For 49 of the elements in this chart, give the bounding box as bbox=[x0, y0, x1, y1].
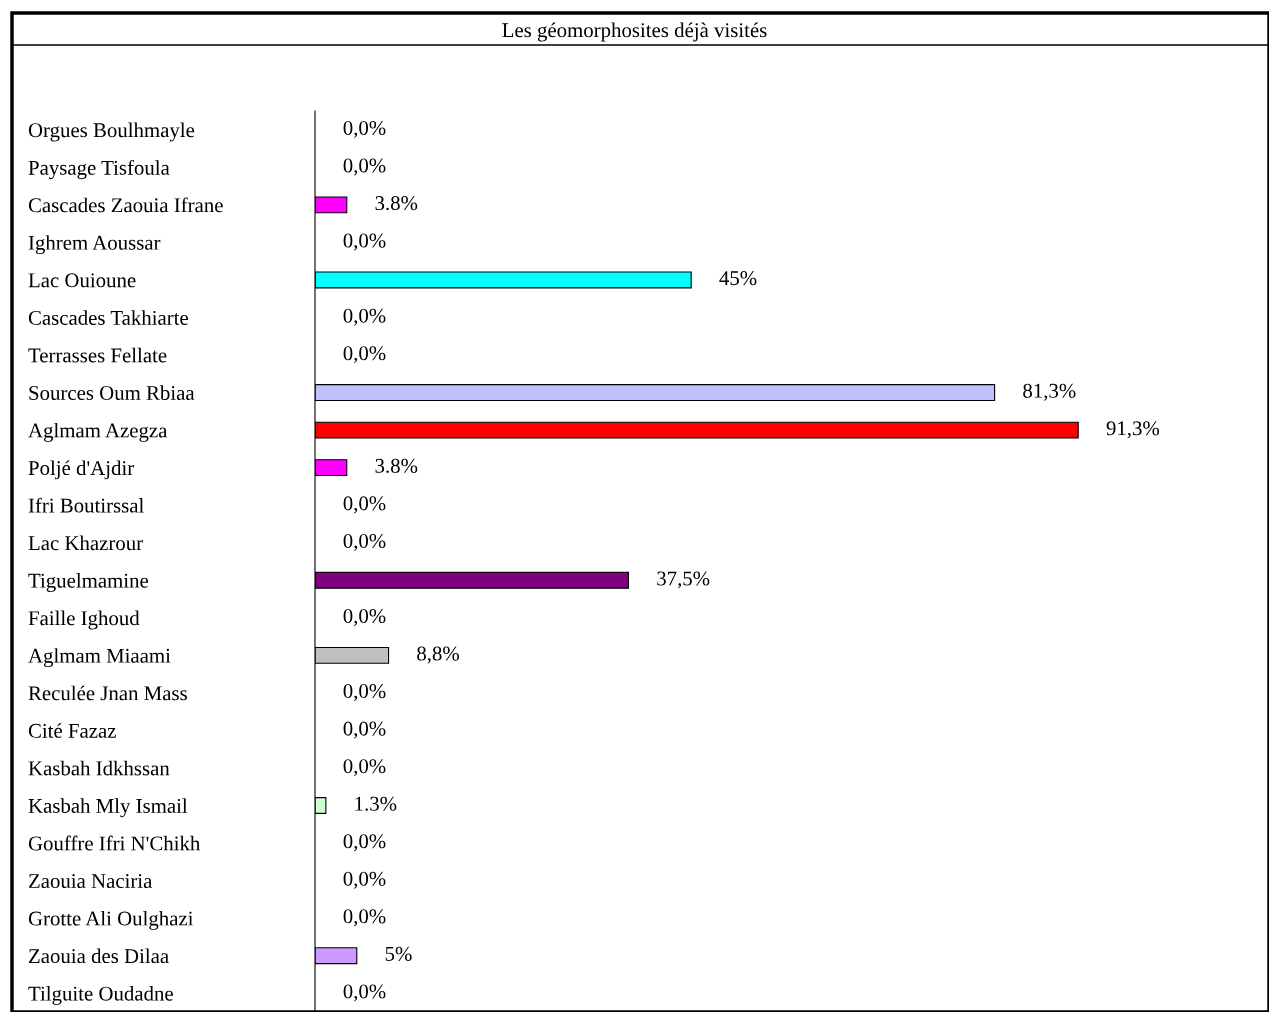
data-label: 0,0% bbox=[343, 871, 386, 889]
y-tick-label: Gouffre Ifri N'Chikh bbox=[28, 835, 201, 851]
data-label: 0,0% bbox=[343, 120, 386, 138]
y-tick-label: Sources Oum Rbiaa bbox=[29, 385, 195, 400]
chart-title: Les géomorphosites déjà visités bbox=[502, 22, 767, 42]
data-label: 5% bbox=[385, 946, 412, 961]
y-tick-label: Cascades Takhiarte bbox=[28, 310, 188, 325]
data-label: 0,0% bbox=[343, 233, 386, 251]
y-tick-label: Cité Fazaz bbox=[28, 723, 116, 738]
data-label: 1.3% bbox=[355, 796, 397, 811]
data-label: 3.8% bbox=[375, 196, 418, 211]
y-tick-label: Grotte Ali Oulghazi bbox=[28, 910, 194, 930]
y-tick-label: Lac Ouioune bbox=[28, 273, 136, 288]
data-label: 0,0% bbox=[343, 308, 386, 326]
y-tick-label: Orgues Boulhmayle bbox=[28, 122, 195, 142]
data-label: 0,0% bbox=[343, 158, 386, 176]
y-tick-label: Paysage Tisfoula bbox=[28, 159, 170, 180]
y-tick-label: Poljé d'Ajdir bbox=[28, 460, 134, 480]
data-label: 0,0% bbox=[343, 684, 386, 702]
y-tick-label: Aglmam Miaami bbox=[28, 648, 171, 668]
data-label: 8,8% bbox=[417, 646, 460, 664]
data-label: 0,0% bbox=[343, 608, 386, 627]
data-label: 81,3% bbox=[1023, 383, 1076, 401]
data-label: 0,0% bbox=[343, 533, 386, 551]
y-tick-label: Tilguite Oudadne bbox=[28, 986, 173, 1005]
y-tick-label: Cascades Zaouia Ifrane bbox=[28, 197, 223, 213]
data-label: 37,5% bbox=[657, 571, 710, 589]
y-tick-label: Zaouia Naciria bbox=[29, 874, 153, 889]
data-label: 0,0% bbox=[343, 721, 386, 739]
y-tick-label: Kasbah Idkhssan bbox=[28, 760, 170, 776]
data-label: 0,0% bbox=[343, 984, 386, 1002]
y-tick-label: Terrasses Fellate bbox=[28, 347, 167, 363]
y-tick-label: Lac Khazrour bbox=[28, 535, 143, 551]
data-label: 3.8% bbox=[375, 458, 418, 473]
y-tick-label: Zaouia des Dilaa bbox=[29, 948, 169, 964]
data-label: 0,0% bbox=[343, 346, 386, 364]
data-label: 91,3% bbox=[1106, 421, 1160, 439]
data-label: 0,0% bbox=[343, 834, 386, 852]
y-tick-label: Tiguelmamine bbox=[28, 573, 149, 592]
y-tick-label: Faille Ighoud bbox=[28, 610, 140, 630]
y-tick-label: Aglmam Azegza bbox=[28, 422, 168, 442]
data-label: 0,0% bbox=[343, 909, 386, 927]
y-tick-label: Reculée Jnan Mass bbox=[28, 685, 187, 701]
y-tick-label: Ifri Boutirssal bbox=[28, 497, 144, 513]
y-tick-label: Kasbah Mly Ismail bbox=[28, 798, 188, 818]
data-label: 0,0% bbox=[343, 759, 386, 777]
y-tick-label: Ighrem Aoussar bbox=[28, 235, 161, 255]
data-label: 0,0% bbox=[343, 496, 386, 514]
data-label: 45% bbox=[719, 271, 757, 286]
